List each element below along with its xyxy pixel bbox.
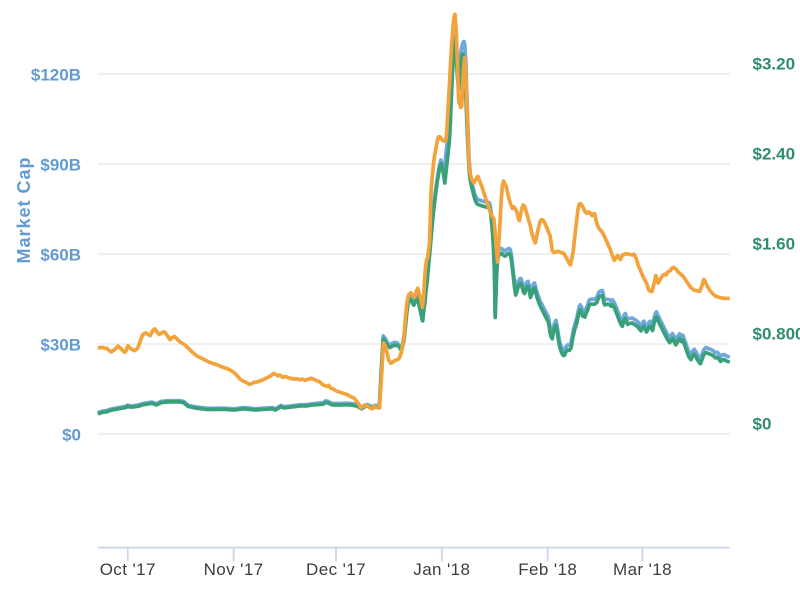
svg-text:$90B: $90B xyxy=(40,155,81,174)
svg-text:$3.20: $3.20 xyxy=(753,55,796,74)
svg-text:Market Cap: Market Cap xyxy=(14,156,34,263)
svg-text:$30B: $30B xyxy=(40,335,81,354)
svg-text:Oct '17: Oct '17 xyxy=(100,560,156,579)
svg-text:Mar '18: Mar '18 xyxy=(613,560,672,579)
svg-text:$0: $0 xyxy=(62,425,81,444)
svg-text:Nov '17: Nov '17 xyxy=(204,560,264,579)
svg-text:Jan '18: Jan '18 xyxy=(413,560,470,579)
svg-text:$60B: $60B xyxy=(40,245,81,264)
svg-text:$0: $0 xyxy=(753,415,772,434)
svg-text:$2.40: $2.40 xyxy=(753,145,796,164)
svg-text:Dec '17: Dec '17 xyxy=(306,560,366,579)
svg-text:$120B: $120B xyxy=(31,65,81,84)
svg-text:$0.800: $0.800 xyxy=(753,325,800,344)
svg-text:$1.60: $1.60 xyxy=(753,235,796,254)
svg-text:Feb '18: Feb '18 xyxy=(518,560,577,579)
